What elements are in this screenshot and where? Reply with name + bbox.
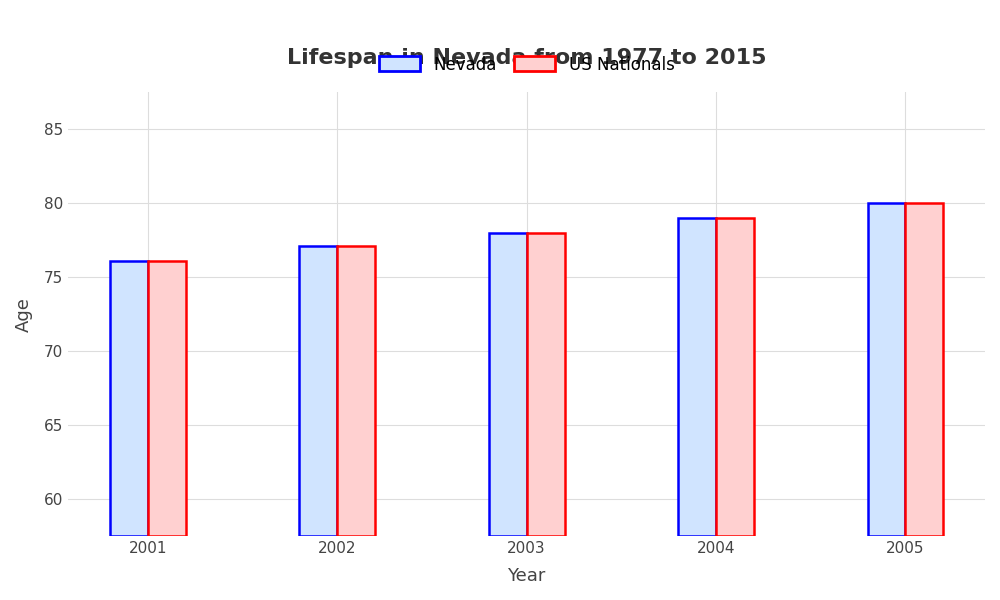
X-axis label: Year: Year <box>507 567 546 585</box>
Bar <box>110 261 148 536</box>
Bar <box>299 246 337 536</box>
Bar <box>489 233 527 536</box>
Bar <box>678 218 716 536</box>
Title: Lifespan in Nevada from 1977 to 2015: Lifespan in Nevada from 1977 to 2015 <box>287 49 766 68</box>
Y-axis label: Age: Age <box>15 296 33 332</box>
Bar <box>868 203 905 536</box>
Bar <box>716 218 754 536</box>
Bar <box>905 203 943 536</box>
Bar <box>337 246 375 536</box>
Bar <box>527 233 565 536</box>
Bar <box>148 261 186 536</box>
Legend: Nevada, US Nationals: Nevada, US Nationals <box>370 47 683 82</box>
